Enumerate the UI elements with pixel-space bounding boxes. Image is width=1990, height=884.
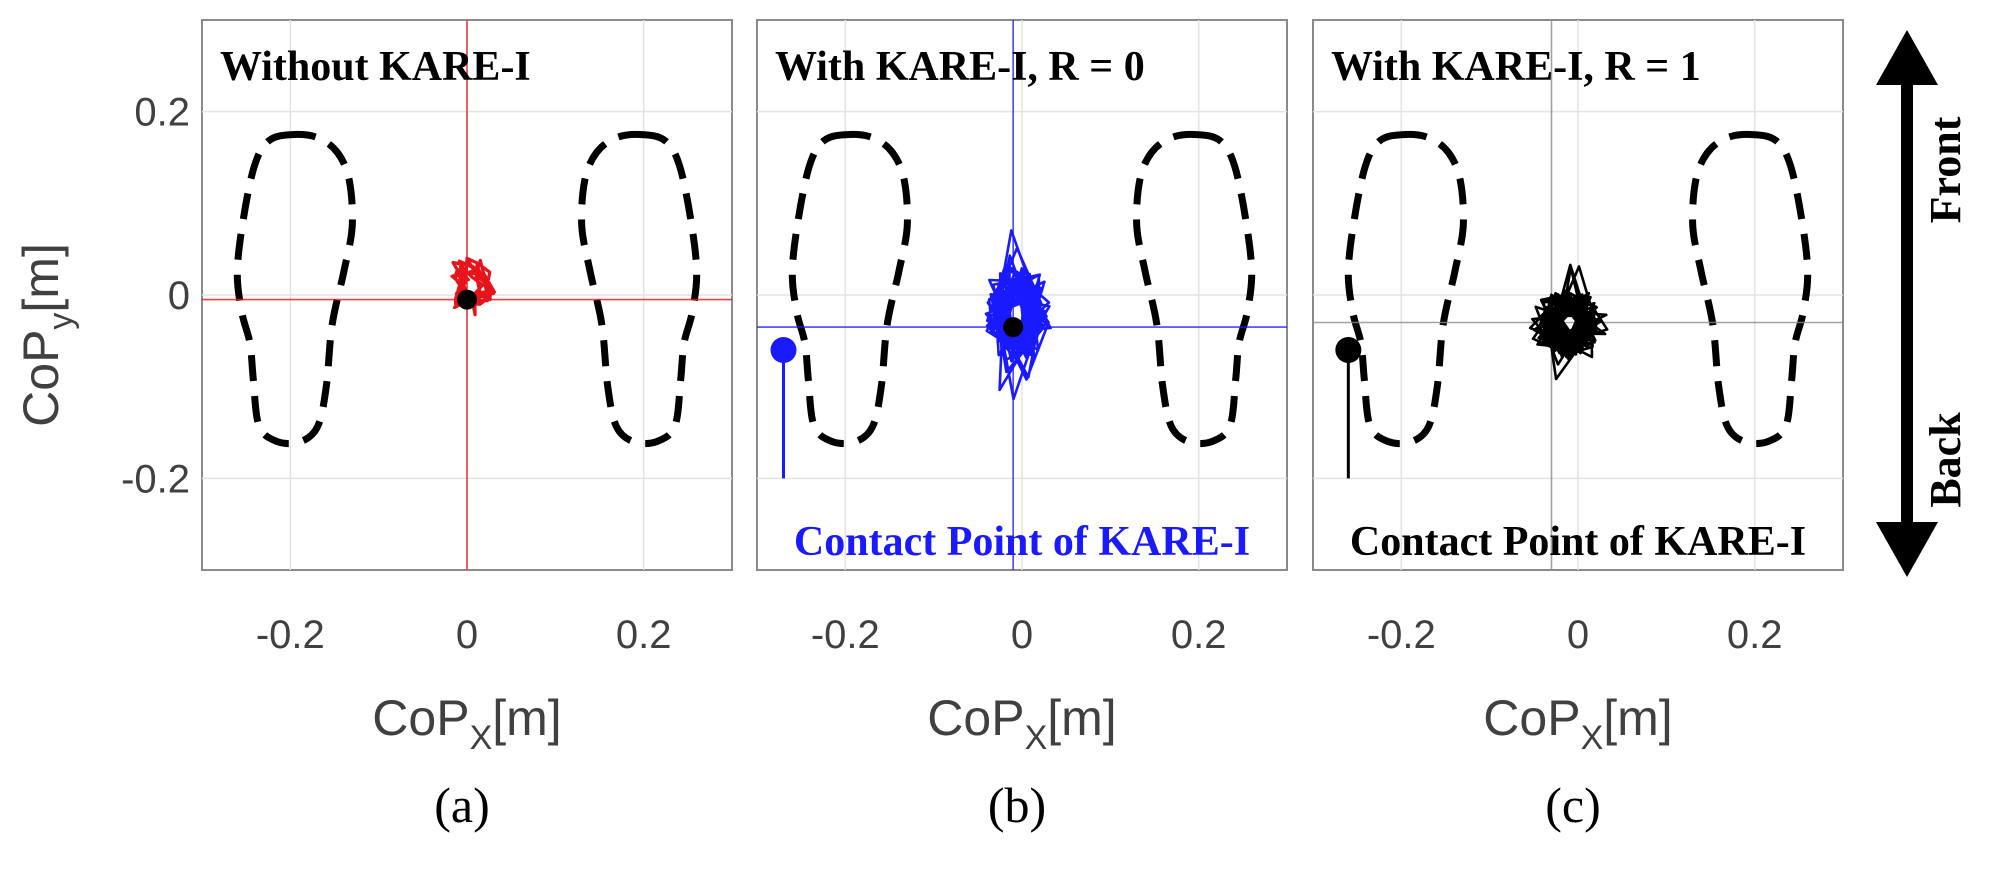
panel-title: With KARE-I, R = 1	[1331, 44, 1701, 90]
contact-point-marker	[770, 337, 797, 363]
x-axis-label: CoPX[m]	[927, 690, 1116, 757]
panel-title: With KARE-I, R = 0	[775, 44, 1145, 90]
left-foot-outline	[233, 130, 356, 448]
contact-point-label: Contact Point of KARE-I	[1350, 519, 1806, 565]
x-axis-label: CoPX[m]	[1483, 690, 1672, 757]
mean-cop-marker	[1003, 317, 1024, 338]
arrow-label-back: Back	[1921, 412, 1970, 508]
cop-trajectory	[984, 229, 1052, 401]
x-tick-label: -0.2	[256, 613, 325, 657]
right-foot-outline	[578, 130, 701, 448]
left-foot-outline	[1344, 130, 1467, 448]
left-foot-outline	[788, 130, 911, 448]
contact-point-marker	[1335, 337, 1362, 363]
right-foot-outline	[1689, 130, 1812, 448]
panel-caption: (b)	[988, 777, 1046, 833]
x-tick-label: 0	[1567, 613, 1589, 657]
x-tick-label: 0	[1011, 613, 1033, 657]
arrow-label-front: Front	[1921, 116, 1970, 223]
x-tick-label: -0.2	[1367, 613, 1436, 657]
panel-title: Without KARE-I	[220, 44, 531, 90]
arrow-head-down	[1876, 522, 1938, 577]
x-tick-label: 0.2	[1727, 613, 1783, 657]
panel-c: -0.2 0 0.2 CoPX[m] (c) Contact Point of KARE-…	[1312, 19, 1844, 833]
cop-trajectory	[1528, 263, 1609, 381]
right-foot-outline	[1133, 130, 1256, 448]
x-tick-label: -0.2	[811, 613, 880, 657]
mean-cop-marker	[457, 289, 477, 310]
x-axis-label: CoPX[m]	[372, 690, 561, 757]
panel-caption: (a)	[434, 777, 490, 833]
mean-cop-marker	[1541, 312, 1562, 333]
y-axis-label: CoPy[m]	[13, 243, 80, 427]
panel-caption: (c)	[1545, 777, 1601, 833]
panel-a: -0.2 0 0.2 0.2 0 -0.2 CoPX[m] (a) Without KARE-I	[121, 19, 733, 833]
y-tick-label: -0.2	[121, 457, 190, 501]
y-tick-label: 0.2	[134, 91, 190, 135]
contact-point-label: Contact Point of KARE-I	[794, 519, 1250, 565]
x-tick-label: 0.2	[616, 613, 672, 657]
x-tick-label: 0.2	[1171, 613, 1227, 657]
x-tick-label: 0	[456, 613, 478, 657]
arrow-head-up	[1876, 30, 1938, 85]
panel-b: -0.2 0 0.2 CoPX[m] (b) Contact Point of KARE-…	[756, 19, 1288, 833]
front-back-arrow: Front Back	[1876, 30, 1970, 577]
y-tick-label: 0	[168, 274, 190, 318]
